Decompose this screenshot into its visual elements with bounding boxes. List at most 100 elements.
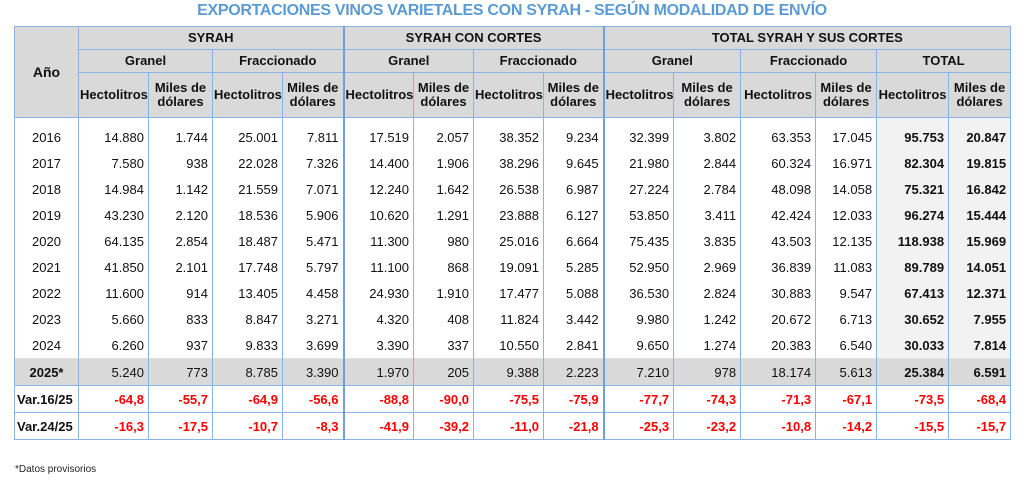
value-cell: 38.296	[473, 150, 545, 176]
table-row: 2019 43.230 2.120 18.536 5.906 10.620 1.291 23.…	[14, 202, 1012, 228]
value-cell: 9.645	[543, 150, 605, 176]
table-row: 2020 64.135 2.854 18.487 5.471 11.300 980 25.01…	[14, 228, 1012, 254]
variation-label: Var.16/25	[14, 385, 79, 413]
value-cell: 75.435	[602, 228, 675, 254]
value-cell: 15.444	[948, 202, 1012, 228]
value-cell: 60.324	[740, 150, 817, 176]
value-cell: 14.984	[78, 176, 149, 202]
subgroup-header: Granel	[342, 49, 475, 73]
value-cell: 11.824	[473, 306, 545, 332]
measure-header: Miles de dólares	[148, 72, 213, 118]
value-cell: 43.230	[78, 202, 149, 228]
value-cell: 30.883	[740, 280, 817, 306]
variation-cell: -14,2	[815, 412, 878, 440]
value-cell: 95.753	[876, 117, 950, 150]
value-cell: 11.600	[78, 280, 149, 306]
value-cell: 32.399	[602, 117, 675, 150]
value-cell: 12.135	[815, 228, 878, 254]
value-cell: 337	[413, 332, 475, 359]
value-cell: 1.744	[148, 117, 213, 150]
measure-header: Miles de dólares	[815, 72, 878, 118]
value-cell: 17.045	[815, 117, 878, 150]
value-cell: 89.789	[876, 254, 950, 280]
subgroup-header: Fraccionado	[211, 49, 345, 73]
variation-cell: -10,8	[740, 412, 817, 440]
value-cell: 3.699	[281, 332, 345, 359]
value-cell: 2.784	[673, 176, 742, 202]
table-row: 2018 14.984 1.142 21.559 7.071 12.240 1.642 26.…	[14, 176, 1012, 202]
value-cell: 18.174	[740, 358, 817, 386]
exports-table: Año SYRAH SYRAH CON CORTES TOTAL SYRAH Y…	[14, 26, 1012, 440]
value-cell: 26.538	[473, 176, 545, 202]
variation-cell: -90,0	[413, 385, 475, 413]
measure-header: Miles de dólares	[948, 72, 1012, 118]
group-header-total: TOTAL SYRAH Y SUS CORTES	[602, 26, 1012, 50]
variation-cell: -8,3	[281, 412, 345, 440]
measure-header: Hectolitros	[473, 72, 545, 118]
value-cell: 43.503	[740, 228, 817, 254]
value-cell: 205	[413, 358, 475, 386]
value-cell: 773	[148, 358, 213, 386]
value-cell: 19.815	[948, 150, 1012, 176]
variation-cell: -41,9	[342, 412, 415, 440]
value-cell: 30.652	[876, 306, 950, 332]
year-cell: 2019	[14, 202, 79, 228]
value-cell: 3.802	[673, 117, 742, 150]
value-cell: 2.120	[148, 202, 213, 228]
value-cell: 48.098	[740, 176, 817, 202]
value-cell: 25.001	[212, 117, 283, 150]
variation-cell: -88,8	[342, 385, 415, 413]
value-cell: 2.057	[413, 117, 475, 150]
value-cell: 67.413	[876, 280, 950, 306]
value-cell: 6.664	[543, 228, 605, 254]
value-cell: 7.811	[281, 117, 345, 150]
value-cell: 1.910	[413, 280, 475, 306]
value-cell: 11.083	[815, 254, 878, 280]
value-cell: 17.519	[342, 117, 415, 150]
value-cell: 978	[673, 358, 742, 386]
variation-cell: -15,7	[948, 412, 1012, 440]
value-cell: 13.405	[212, 280, 283, 306]
measure-header: Miles de dólares	[543, 72, 605, 118]
variation-cell: -75,5	[473, 385, 545, 413]
value-cell: 5.285	[543, 254, 605, 280]
value-cell: 22.028	[212, 150, 283, 176]
value-cell: 1.906	[413, 150, 475, 176]
value-cell: 42.424	[740, 202, 817, 228]
variation-cell: -17,5	[148, 412, 213, 440]
value-cell: 7.814	[948, 332, 1012, 359]
value-cell: 2.824	[673, 280, 742, 306]
variation-cell: -73,5	[876, 385, 950, 413]
variation-cell: -68,4	[948, 385, 1012, 413]
variation-cell: -64,8	[78, 385, 149, 413]
variation-cell: -55,7	[148, 385, 213, 413]
value-cell: 868	[413, 254, 475, 280]
value-cell: 2.223	[543, 358, 605, 386]
variation-cell: -67,1	[815, 385, 878, 413]
value-cell: 14.400	[342, 150, 415, 176]
value-cell: 18.536	[212, 202, 283, 228]
value-cell: 1.291	[413, 202, 475, 228]
value-cell: 20.383	[740, 332, 817, 359]
value-cell: 938	[148, 150, 213, 176]
variation-cell: -71,3	[740, 385, 817, 413]
table-row: 2021 41.850 2.101 17.748 5.797 11.100 868 19.09…	[14, 254, 1012, 280]
value-cell: 3.411	[673, 202, 742, 228]
value-cell: 3.271	[281, 306, 345, 332]
value-cell: 11.300	[342, 228, 415, 254]
value-cell: 3.442	[543, 306, 605, 332]
variation-cell: -75,9	[543, 385, 605, 413]
variation-cell: -64,9	[212, 385, 283, 413]
value-cell: 11.100	[342, 254, 415, 280]
variation-row: Var.24/25 -16,3 -17,5 -10,7 -8,3 -41,9 -39,2 -1…	[14, 412, 1012, 440]
year-cell: 2022	[14, 280, 79, 306]
value-cell: 16.971	[815, 150, 878, 176]
variation-row: Var.16/25 -64,8 -55,7 -64,9 -56,6 -88,8 -90,0-…	[14, 385, 1012, 413]
measure-header: Miles de dólares	[413, 72, 475, 118]
value-cell: 8.785	[212, 358, 283, 386]
value-cell: 5.471	[281, 228, 345, 254]
variation-cell: -25,3	[602, 412, 675, 440]
value-cell: 7.955	[948, 306, 1012, 332]
value-cell: 7.326	[281, 150, 345, 176]
table-row: 2023 5.660 833 8.847 3.271 4.320 408 11.824 3.44…	[14, 306, 1012, 332]
